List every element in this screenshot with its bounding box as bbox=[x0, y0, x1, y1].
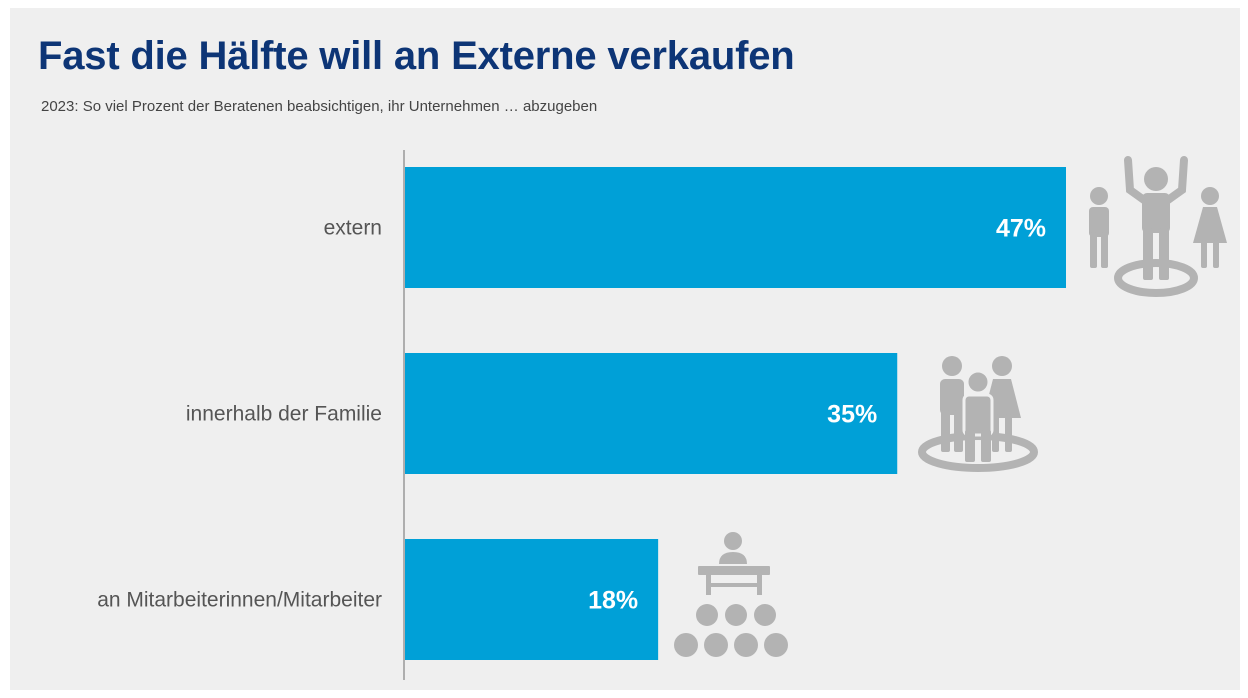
people-celebrating-icon bbox=[1089, 156, 1227, 297]
bars-group: 47% extern 35% innerhalb der Familie 18% an M… bbox=[97, 167, 1066, 660]
bar-0 bbox=[405, 167, 1066, 288]
category-label-1: innerhalb der Familie bbox=[186, 403, 382, 426]
category-label-2: an Mitarbeiterinnen/Mitarbeiter bbox=[97, 589, 382, 612]
bar-1 bbox=[405, 353, 898, 474]
chart-subtitle: 2023: So viel Prozent der Beratenen beab… bbox=[41, 98, 598, 115]
value-label-1: 35% bbox=[827, 401, 877, 429]
value-label-2: 18% bbox=[588, 587, 638, 615]
bar-2 bbox=[405, 539, 659, 660]
presenter-audience-icon bbox=[674, 532, 788, 657]
chart-title: Fast die Hälfte will an Externe verkaufe… bbox=[38, 34, 795, 78]
family-group-icon bbox=[918, 356, 1038, 472]
value-label-0: 47% bbox=[996, 215, 1046, 243]
category-label-0: extern bbox=[324, 217, 382, 240]
